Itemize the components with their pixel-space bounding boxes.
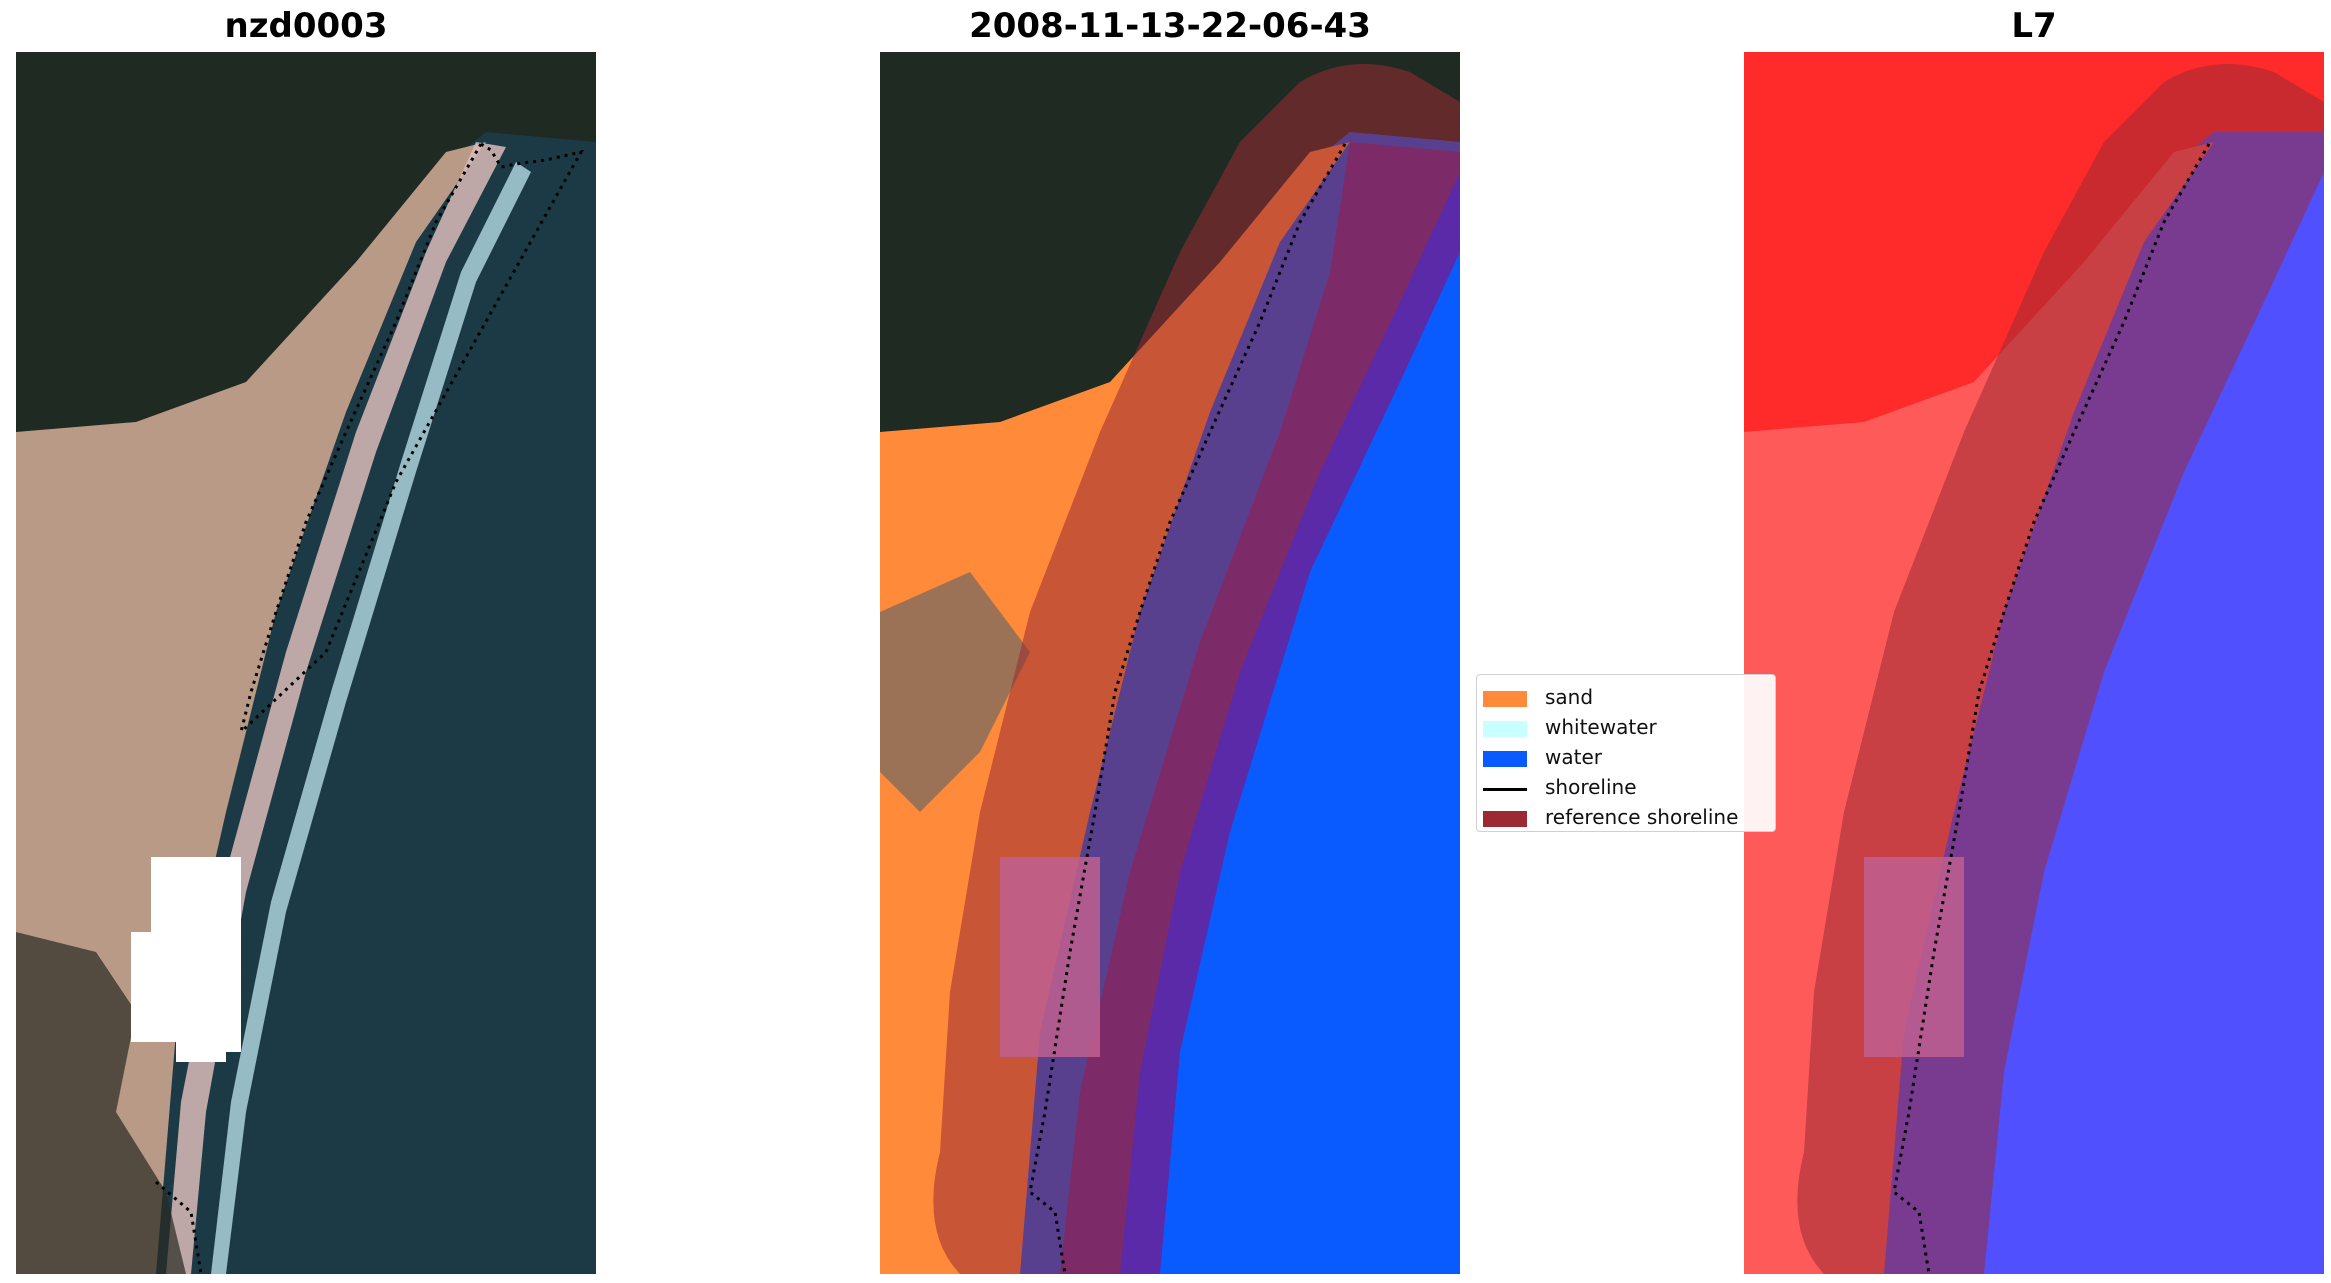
unclassified-patch [880, 572, 1030, 812]
index-image [1744, 52, 2324, 1274]
legend-swatch [1483, 691, 1527, 707]
water-under-buffer [1060, 142, 1460, 1274]
legend-swatch [1483, 721, 1527, 737]
panel-title-image: nzd0003 [224, 6, 388, 46]
legend-label: whitewater [1545, 715, 1657, 739]
headland [16, 932, 186, 1274]
legend-label: reference shoreline [1545, 805, 1739, 829]
classification-panel [880, 52, 1460, 1274]
legend-item-water: water [1477, 743, 1775, 773]
cloud-mask [1864, 857, 1964, 1057]
legend-swatch [1483, 811, 1527, 827]
legend-label: sand [1545, 685, 1594, 709]
index-panel [1744, 52, 2324, 1274]
cloud-mask [131, 857, 241, 1062]
legend-item-reference-shoreline: reference shoreline [1477, 803, 1775, 831]
cloud-mask [1000, 857, 1100, 1057]
legend-line [1483, 788, 1527, 791]
rgb-image-panel [16, 52, 596, 1274]
legend: sand whitewater water shoreline referenc… [1476, 674, 1776, 832]
legend-item-shoreline: shoreline [1477, 773, 1775, 803]
legend-label: water [1545, 745, 1602, 769]
rgb-image [16, 52, 596, 1274]
legend-swatch [1483, 751, 1527, 767]
beach-strip [166, 142, 506, 1274]
legend-label: shoreline [1545, 775, 1637, 799]
legend-item-whitewater: whitewater [1477, 713, 1775, 743]
panel-title-satellite: L7 [2011, 6, 2057, 46]
shoreline-line [155, 142, 584, 1274]
panel-title-date: 2008-11-13-22-06-43 [969, 6, 1371, 46]
legend-item-sand: sand [1477, 683, 1775, 713]
classification-image [880, 52, 1460, 1274]
